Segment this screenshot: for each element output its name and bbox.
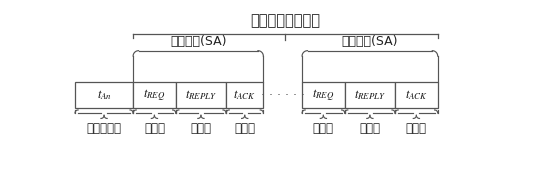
- Text: $t_{REPLY}$: $t_{REPLY}$: [354, 88, 386, 102]
- Text: 确认包: 确认包: [406, 122, 427, 134]
- Text: · · · · · ·: · · · · · ·: [261, 89, 305, 102]
- Text: 请求包: 请求包: [144, 122, 165, 134]
- Text: $t_{REQ}$: $t_{REQ}$: [143, 88, 166, 103]
- Bar: [75, 82, 133, 108]
- Bar: [395, 82, 438, 108]
- Text: $t_{REPLY}$: $t_{REPLY}$: [185, 88, 217, 102]
- Text: 节点时隙调度方案: 节点时隙调度方案: [250, 13, 321, 28]
- Text: 回复包: 回复包: [359, 122, 380, 134]
- Text: 请求包: 请求包: [313, 122, 334, 134]
- Bar: [345, 82, 395, 108]
- Text: 确认包: 确认包: [234, 122, 255, 134]
- Text: $t_{ACK}$: $t_{ACK}$: [233, 88, 256, 102]
- Bar: [176, 82, 226, 108]
- Bar: [302, 82, 345, 108]
- Text: $t_{REQ}$: $t_{REQ}$: [312, 88, 335, 103]
- Bar: [133, 82, 176, 108]
- Bar: [226, 82, 263, 108]
- Text: $t_{ACK}$: $t_{ACK}$: [405, 88, 428, 102]
- Text: 时隙指派(SA): 时隙指派(SA): [170, 35, 226, 48]
- Text: 时隙指派(SA): 时隙指派(SA): [342, 35, 398, 48]
- Text: 信号包扩散: 信号包扩散: [87, 122, 122, 134]
- Text: $t_{An}$: $t_{An}$: [97, 88, 111, 102]
- Text: 回复包: 回复包: [190, 122, 211, 134]
